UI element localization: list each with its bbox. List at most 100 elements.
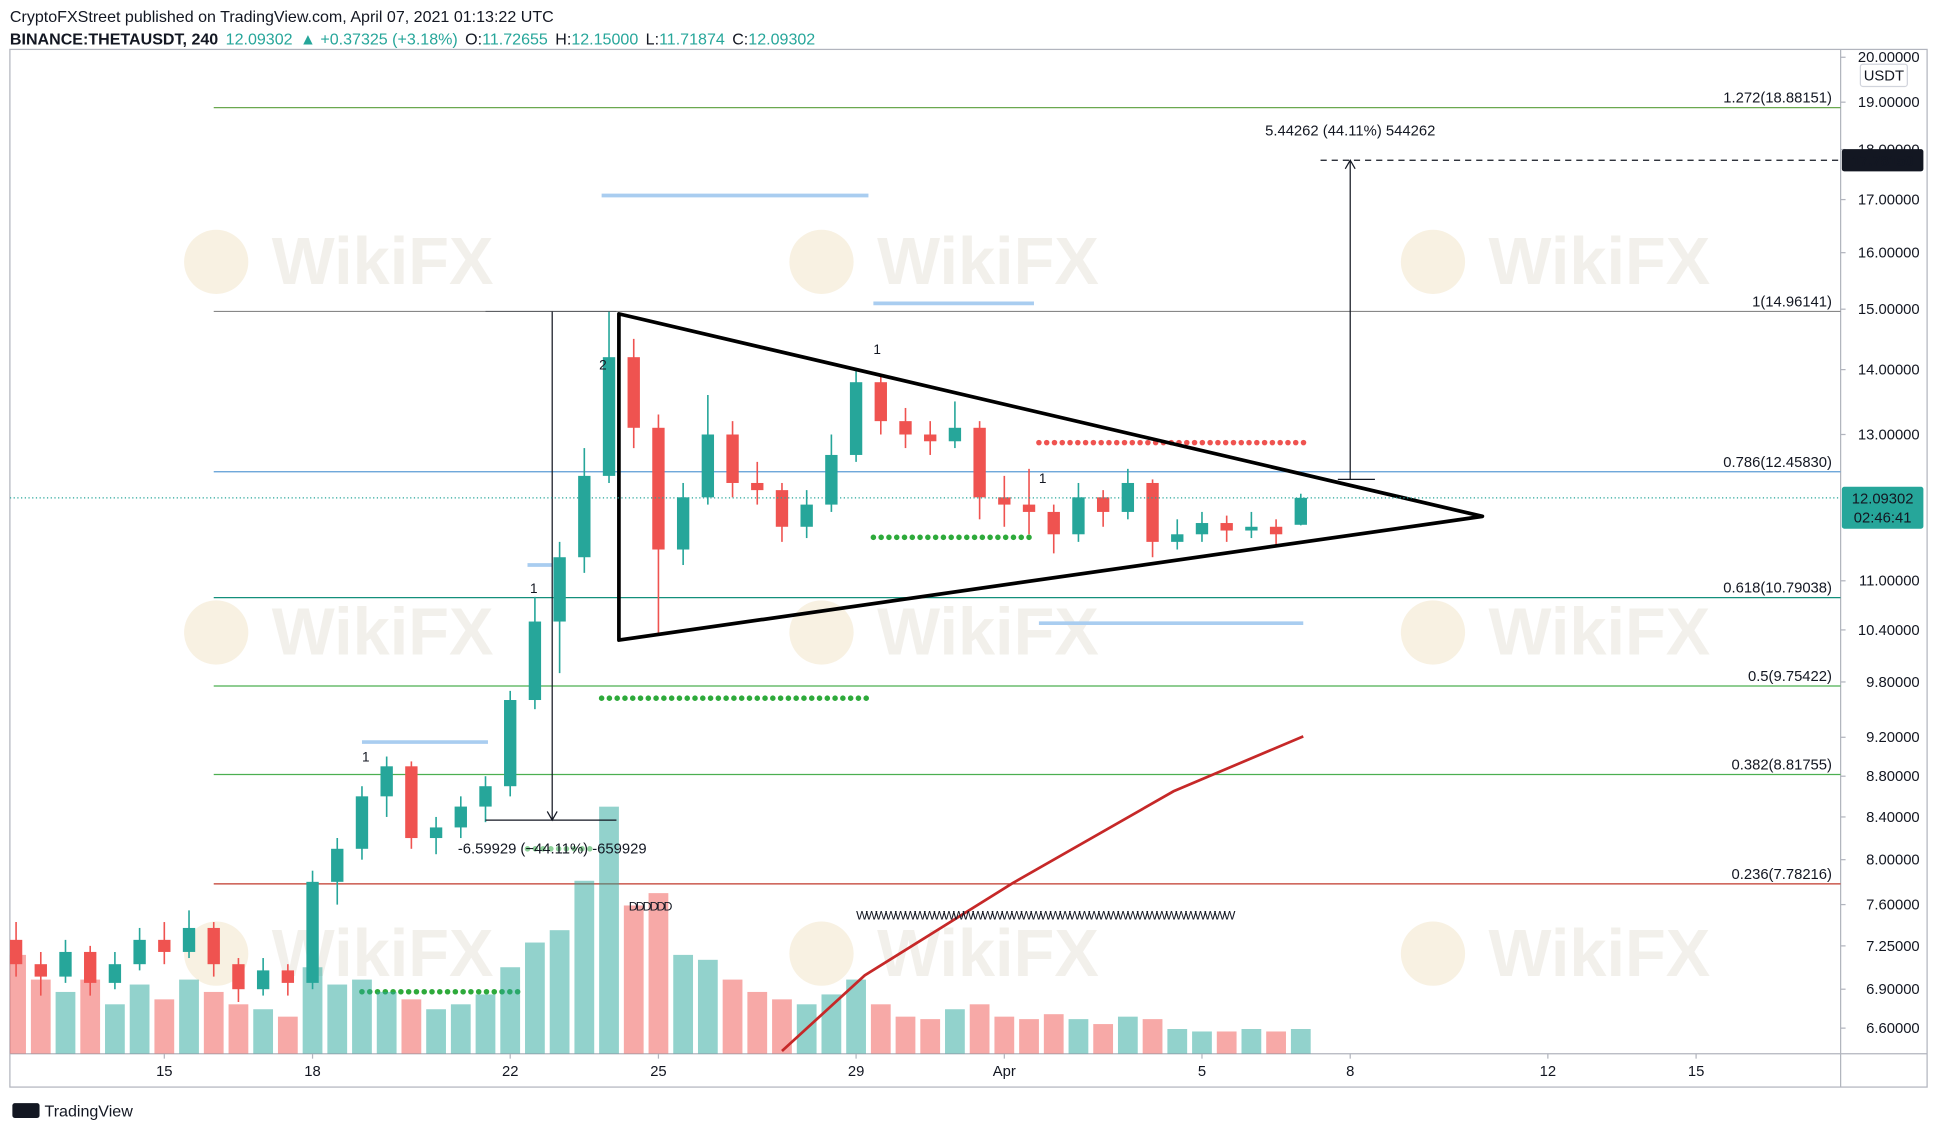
- candle-body: [553, 557, 566, 622]
- candle-body: [84, 951, 97, 983]
- y-tick-label: 7.60000: [1866, 898, 1920, 914]
- candle-body: [528, 621, 542, 701]
- volume-bar: [80, 979, 101, 1054]
- candle-body: [158, 939, 171, 952]
- quote-item: 12.09302: [748, 30, 815, 48]
- candle-body: [504, 700, 517, 787]
- candle-body: [1022, 504, 1036, 512]
- volume-bar: [228, 1004, 249, 1054]
- watermark: WikiFX: [272, 596, 494, 670]
- marker-text: 1: [1039, 471, 1047, 486]
- candle-body: [281, 970, 295, 983]
- watermark: WikiFX: [877, 596, 1099, 670]
- fib-label: 0.618(10.79038): [1723, 581, 1832, 597]
- volume-bar: [1019, 1019, 1039, 1054]
- y-tick-label: 16.00000: [1858, 246, 1920, 262]
- currency-box: [1859, 63, 1908, 88]
- candle-body: [899, 421, 912, 435]
- volume-bar: [994, 1016, 1015, 1054]
- candle-body: [800, 504, 813, 527]
- y-tick-label: 6.90000: [1866, 982, 1920, 998]
- watermark: WikiFX: [1489, 596, 1711, 670]
- candle-body: [874, 382, 887, 422]
- volume-bar: [376, 991, 397, 1054]
- watermark-logo: [789, 600, 854, 665]
- y-tick-label: 14.00000: [1858, 363, 1920, 379]
- candle-body: [232, 964, 245, 990]
- volume-bar: [1117, 1016, 1138, 1054]
- candle-body: [924, 434, 937, 442]
- candle-body: [1146, 482, 1159, 542]
- candle-body: [108, 964, 122, 983]
- last-price-box: [1841, 486, 1924, 529]
- volume-bar: [1142, 1019, 1163, 1054]
- watermark: WikiFX: [877, 917, 1099, 991]
- volume-bar: [30, 979, 51, 1054]
- volume-bar: [129, 984, 150, 1054]
- marker-text: 2: [599, 358, 607, 373]
- candle-body: [182, 927, 196, 952]
- x-tick-label: 5: [1198, 1064, 1206, 1080]
- x-tick-label: 15: [156, 1064, 172, 1080]
- candle-body: [1245, 526, 1258, 531]
- volume-bar: [179, 979, 199, 1054]
- x-tick-label: 8: [1346, 1064, 1354, 1080]
- candle-body: [59, 951, 72, 977]
- candle-body: [751, 482, 764, 491]
- y-tick-label: 6.60000: [1866, 1021, 1920, 1037]
- x-tick-label: 18: [304, 1064, 320, 1080]
- volume-bar: [895, 1016, 916, 1054]
- fib-label: 1.272(18.88151): [1723, 91, 1832, 107]
- symbol: BINANCE:THETAUSDT, 240: [10, 30, 218, 48]
- volume-bar: [1192, 1031, 1212, 1054]
- candle-body: [602, 357, 616, 476]
- y-tick-label: 8.40000: [1866, 810, 1920, 826]
- volume-bar: [623, 905, 644, 1054]
- candle-body: [133, 939, 146, 965]
- footer: TradingView: [12, 1103, 133, 1121]
- volume-bar: [574, 880, 595, 1054]
- volume-bar: [1043, 1014, 1064, 1054]
- quote-item: 11.72655: [482, 30, 548, 48]
- x-tick-label: 29: [848, 1064, 864, 1080]
- symbol-line: BINANCE:THETAUSDT, 240 12.09302 ▲ +0.37325…: [10, 30, 815, 48]
- y-tick-label: 11.00000: [1859, 574, 1920, 590]
- countdown: 02:46:41: [1854, 511, 1912, 527]
- candle-body: [256, 970, 270, 990]
- volume-bar: [969, 1004, 990, 1054]
- candle-body: [1047, 511, 1060, 535]
- volume-bar: [697, 959, 718, 1054]
- volume-bar: [253, 1009, 274, 1054]
- candle-body: [1195, 523, 1209, 535]
- y-tick-label: 17.00000: [1858, 193, 1920, 209]
- volume-bar: [772, 999, 792, 1054]
- y-tick-label: 10.40000: [1858, 623, 1920, 639]
- watermark: WikiFX: [1489, 225, 1711, 299]
- last-price-label: 12.09302: [1852, 491, 1914, 507]
- watermark: WikiFX: [272, 225, 494, 299]
- volume-bar: [525, 942, 545, 1054]
- x-tick-label: 12: [1540, 1064, 1556, 1080]
- candle-body: [1072, 497, 1085, 535]
- quote-item: 12.15000: [571, 30, 638, 48]
- quote-item: ▲ +0.37325 (+3.18%): [300, 30, 458, 48]
- candle-body: [578, 475, 591, 558]
- volume-bar: [426, 1009, 446, 1054]
- watermark: WikiFX: [877, 225, 1099, 299]
- target-box: [1841, 149, 1924, 172]
- volume-bar: [327, 984, 348, 1054]
- candle-body: [1294, 497, 1307, 525]
- quote-item: H:: [555, 30, 571, 48]
- publish-info: CryptoFXStreet published on TradingView.…: [10, 8, 554, 26]
- candle-body: [775, 490, 789, 527]
- volume-bar: [55, 991, 76, 1054]
- fib-label: 0.786(12.45830): [1723, 455, 1832, 471]
- volume-bar: [1167, 1029, 1188, 1054]
- candle-body: [627, 357, 640, 428]
- candle-body: [825, 454, 838, 505]
- fib-label: 0.382(8.81755): [1731, 758, 1832, 774]
- y-tick-label: 8.00000: [1866, 853, 1920, 869]
- volume-bar: [1093, 1024, 1114, 1054]
- volume-bar: [846, 979, 866, 1054]
